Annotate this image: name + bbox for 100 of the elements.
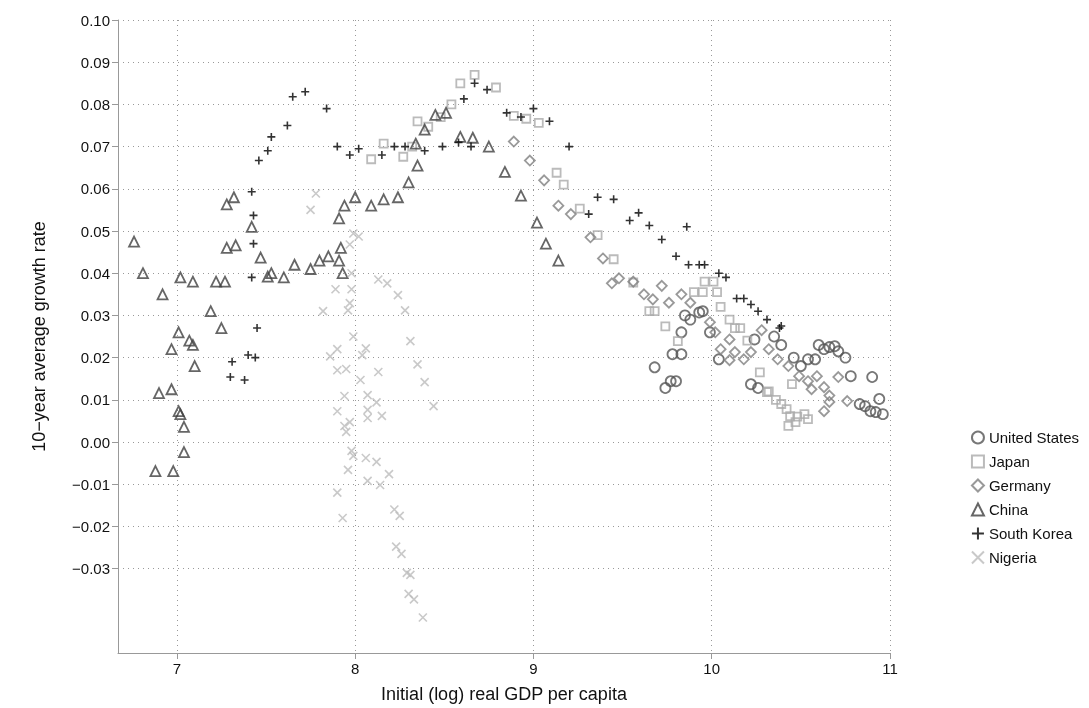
point	[409, 137, 422, 150]
point	[178, 446, 190, 459]
legend-label: South Korea	[988, 525, 1073, 542]
point	[338, 199, 351, 212]
point	[288, 258, 301, 271]
x-tick-label: 10	[703, 660, 721, 677]
y-tick-label: 0.06	[80, 180, 110, 198]
point	[333, 212, 345, 225]
point	[371, 397, 382, 408]
point	[400, 305, 410, 316]
point	[167, 465, 180, 478]
point	[305, 205, 316, 215]
point	[646, 293, 659, 306]
point	[344, 150, 355, 160]
point	[688, 287, 699, 298]
point	[584, 231, 597, 244]
point	[818, 343, 830, 356]
point	[663, 296, 675, 309]
point	[715, 302, 726, 312]
point	[392, 191, 404, 204]
point	[174, 271, 187, 284]
point	[333, 254, 345, 267]
point	[660, 321, 671, 332]
point	[254, 251, 267, 264]
point	[752, 382, 764, 394]
point	[252, 323, 262, 333]
point	[313, 254, 326, 267]
point	[538, 174, 551, 187]
point	[378, 138, 389, 149]
point	[215, 322, 228, 334]
y-tick-label: −0.01	[72, 475, 110, 493]
point	[418, 123, 431, 136]
point	[770, 394, 781, 405]
y-tick-label: 0.05	[80, 222, 110, 240]
point	[402, 568, 412, 578]
point	[552, 254, 565, 267]
point	[531, 216, 543, 229]
point	[322, 250, 335, 263]
point	[873, 393, 886, 405]
point	[325, 351, 335, 362]
point	[790, 417, 801, 428]
point	[762, 343, 775, 356]
point	[793, 370, 805, 383]
point	[754, 367, 765, 378]
point	[558, 179, 569, 190]
y-tick-label: 0.10	[80, 11, 110, 29]
point	[178, 420, 190, 433]
point	[708, 276, 719, 287]
point	[684, 313, 697, 326]
point	[262, 146, 273, 156]
point	[828, 340, 841, 353]
y-tick-label: −0.02	[72, 517, 110, 535]
point	[844, 370, 857, 383]
x-tick-label: 11	[882, 660, 898, 677]
point	[508, 110, 519, 121]
point	[459, 94, 469, 104]
point	[210, 275, 222, 288]
point	[334, 241, 347, 254]
point	[841, 395, 854, 407]
point	[564, 208, 577, 221]
legend-label: Nigeria	[988, 549, 1038, 566]
point	[332, 487, 343, 498]
point	[737, 353, 750, 366]
point	[799, 409, 810, 420]
point	[864, 405, 877, 418]
point	[204, 305, 217, 318]
point	[818, 381, 830, 394]
point	[346, 284, 357, 295]
point	[446, 99, 457, 110]
point	[246, 186, 257, 197]
point	[172, 326, 185, 339]
point	[412, 359, 423, 370]
point	[261, 270, 274, 283]
point	[375, 480, 385, 490]
point	[332, 344, 343, 354]
point	[265, 267, 278, 280]
point	[768, 330, 781, 343]
point	[805, 383, 818, 396]
point	[365, 199, 378, 212]
point	[377, 150, 387, 160]
point	[735, 323, 746, 333]
point	[394, 511, 405, 521]
point	[419, 377, 430, 387]
x-tick-label: 9	[529, 660, 538, 677]
point	[787, 351, 800, 364]
point	[712, 353, 725, 366]
y-tick-label: −0.03	[72, 560, 110, 578]
point	[405, 336, 416, 346]
point	[219, 275, 231, 288]
point	[771, 353, 784, 366]
point	[782, 360, 795, 372]
point	[429, 109, 442, 121]
point	[186, 275, 199, 288]
point	[336, 267, 349, 280]
point	[455, 78, 466, 89]
point	[371, 457, 382, 467]
point	[649, 306, 660, 317]
point	[165, 343, 178, 356]
point	[361, 453, 371, 463]
point	[454, 130, 467, 143]
